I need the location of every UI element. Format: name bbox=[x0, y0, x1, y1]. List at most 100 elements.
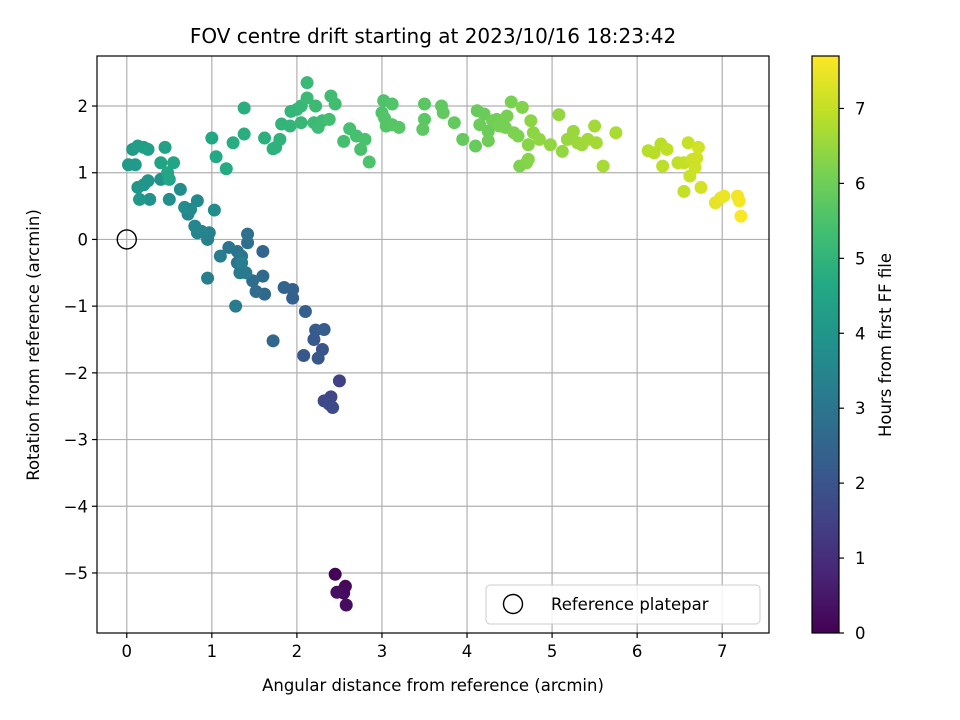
data-point bbox=[300, 76, 314, 90]
data-point bbox=[469, 139, 483, 153]
plot-frame bbox=[96, 55, 770, 634]
data-point bbox=[131, 180, 145, 194]
data-point bbox=[188, 219, 202, 233]
x-axis-ticks: 0 1 2 3 4 5 6 7 bbox=[122, 633, 728, 661]
data-point bbox=[226, 136, 240, 150]
y-tick-label: −1 bbox=[64, 297, 88, 316]
y-tick-label: −2 bbox=[64, 364, 88, 383]
data-point bbox=[504, 95, 518, 109]
scatter-points bbox=[121, 76, 748, 612]
x-tick-label: 1 bbox=[207, 642, 218, 661]
data-point bbox=[256, 244, 270, 258]
data-point bbox=[328, 567, 342, 581]
data-point bbox=[362, 155, 376, 169]
y-tick-label: −5 bbox=[64, 564, 88, 583]
colorbar-label: Hours from first FF file bbox=[876, 253, 895, 437]
data-point bbox=[330, 585, 344, 599]
y-axis-ticks: −5 −4 −3 −2 −1 0 1 2 bbox=[64, 97, 97, 583]
data-point bbox=[283, 119, 297, 133]
data-point bbox=[734, 209, 748, 223]
data-point bbox=[219, 162, 233, 176]
colorbar-tick-label: 5 bbox=[855, 249, 866, 268]
data-point bbox=[229, 299, 243, 313]
data-point bbox=[258, 131, 272, 145]
data-point bbox=[297, 349, 311, 363]
data-point bbox=[277, 280, 291, 294]
data-point bbox=[311, 351, 325, 365]
data-point bbox=[681, 136, 695, 150]
data-point bbox=[213, 249, 227, 263]
y-tick-label: −4 bbox=[64, 497, 88, 516]
data-point bbox=[266, 334, 280, 348]
data-point bbox=[456, 132, 470, 146]
data-point bbox=[385, 97, 399, 111]
colorbar-tick-label: 1 bbox=[855, 549, 866, 568]
data-point bbox=[436, 106, 450, 120]
data-point bbox=[332, 374, 346, 388]
data-point bbox=[322, 112, 336, 126]
data-point bbox=[235, 256, 249, 270]
data-point bbox=[515, 100, 529, 114]
data-point bbox=[133, 192, 147, 206]
y-tick-label: −3 bbox=[64, 431, 88, 450]
data-point bbox=[609, 126, 623, 140]
reference-point bbox=[116, 229, 137, 250]
legend-marker bbox=[502, 593, 524, 615]
data-point bbox=[298, 304, 312, 318]
data-point bbox=[532, 132, 546, 146]
data-point bbox=[328, 97, 342, 111]
data-point bbox=[207, 203, 221, 217]
data-point bbox=[326, 401, 340, 415]
colorbar-tick-label: 0 bbox=[855, 624, 866, 643]
data-point bbox=[473, 118, 487, 132]
data-point bbox=[417, 112, 431, 126]
data-point bbox=[273, 132, 287, 146]
x-tick-label: 6 bbox=[632, 642, 643, 661]
legend-entry-reference: Reference platepar bbox=[551, 595, 709, 614]
x-tick-label: 2 bbox=[292, 642, 303, 661]
data-point bbox=[241, 227, 255, 241]
data-point bbox=[222, 240, 236, 254]
data-point bbox=[524, 114, 538, 128]
data-point bbox=[201, 271, 215, 285]
data-point bbox=[596, 159, 610, 173]
data-point bbox=[660, 142, 674, 156]
data-point bbox=[555, 144, 569, 158]
colorbar-tick-label: 4 bbox=[855, 324, 866, 343]
colorbar-ticks: 0 1 2 3 4 5 6 7 bbox=[839, 99, 866, 643]
data-point bbox=[717, 189, 731, 203]
data-point bbox=[566, 124, 580, 138]
x-tick-label: 7 bbox=[717, 642, 728, 661]
data-point bbox=[178, 200, 192, 214]
data-point bbox=[589, 136, 603, 150]
data-point bbox=[416, 122, 430, 136]
data-point bbox=[392, 120, 406, 134]
x-tick-label: 5 bbox=[547, 642, 558, 661]
colorbar-tick-label: 7 bbox=[855, 99, 866, 118]
y-tick-label: 2 bbox=[78, 97, 89, 116]
data-point bbox=[691, 140, 705, 154]
data-point bbox=[694, 180, 708, 194]
y-tick-label: 0 bbox=[78, 230, 89, 249]
y-tick-label: 1 bbox=[78, 164, 89, 183]
colorbar-tick-label: 3 bbox=[855, 399, 866, 418]
data-point bbox=[337, 134, 351, 148]
data-point bbox=[294, 116, 308, 130]
data-point bbox=[154, 156, 168, 170]
data-point bbox=[543, 138, 557, 152]
data-point bbox=[317, 322, 331, 336]
reference-marker bbox=[116, 229, 137, 250]
data-point bbox=[552, 108, 566, 122]
legend-box bbox=[485, 584, 761, 625]
data-point bbox=[162, 192, 176, 206]
data-point bbox=[447, 116, 461, 130]
data-point bbox=[309, 99, 323, 113]
data-point bbox=[521, 138, 535, 152]
x-axis-label: Angular distance from reference (arcmin) bbox=[262, 676, 604, 695]
chart-title: FOV centre drift starting at 2023/10/16 … bbox=[190, 24, 676, 48]
colorbar-tick-label: 2 bbox=[855, 474, 866, 493]
data-point bbox=[237, 101, 251, 115]
data-point bbox=[158, 140, 172, 154]
grid bbox=[97, 56, 769, 633]
legend: Reference platepar bbox=[485, 584, 761, 625]
